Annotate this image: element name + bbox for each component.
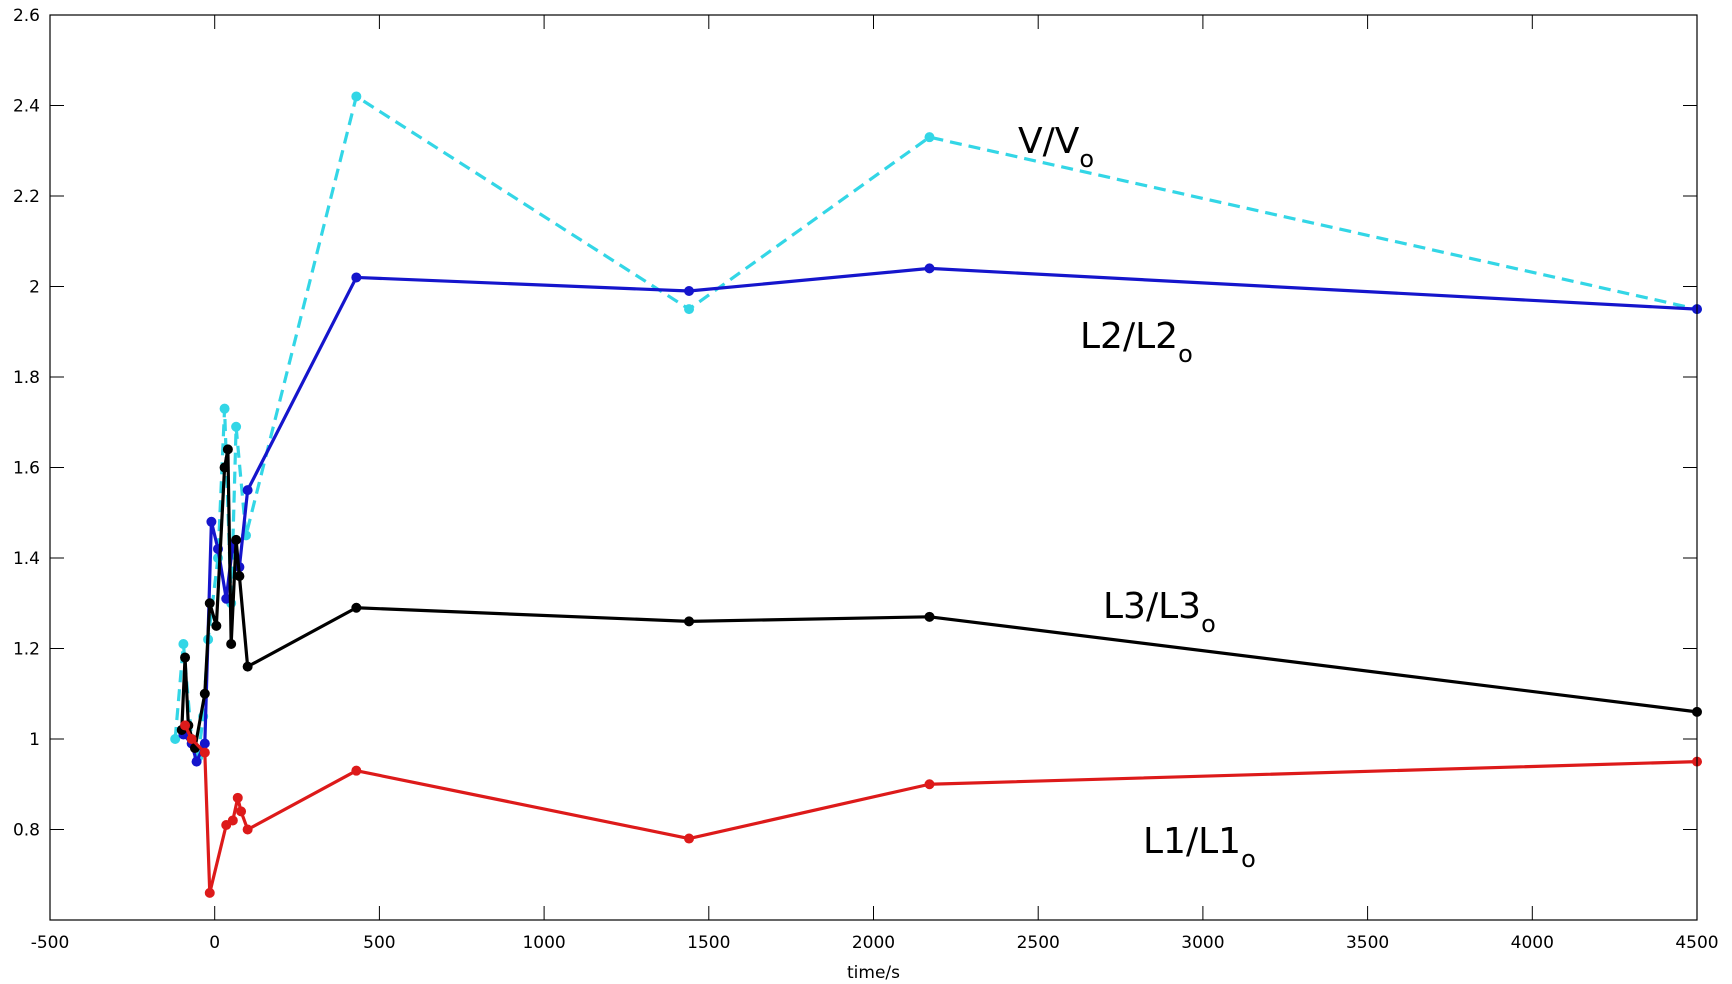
x-tick-label: 3500 (1346, 933, 1389, 953)
x-tick-label: 4500 (1675, 933, 1718, 953)
data-point (924, 132, 935, 143)
series-annotation-sub: o (1201, 610, 1216, 638)
data-point (351, 602, 362, 613)
data-point (199, 688, 210, 699)
series-annotation-main: L3/L3 (1103, 586, 1201, 627)
series-annotation-main: L2/L2 (1080, 316, 1178, 357)
x-tick-label: 1000 (522, 933, 565, 953)
data-point (191, 756, 202, 767)
y-tick-label: 2 (29, 278, 40, 298)
data-point (684, 616, 695, 627)
data-point (234, 571, 245, 582)
data-point (351, 91, 362, 102)
data-point (242, 824, 253, 835)
series-layer (170, 91, 1702, 898)
y-tick-label: 2.4 (13, 97, 40, 117)
x-tick-label: 3000 (1181, 933, 1224, 953)
y-tick-label: 2.6 (13, 6, 40, 26)
data-point (180, 720, 191, 731)
series-annotation-main: L1/L1 (1143, 821, 1241, 862)
data-point (199, 747, 210, 758)
x-tick-label: 0 (209, 933, 220, 953)
y-tick-label: 2.2 (13, 187, 40, 207)
data-point (206, 516, 217, 527)
data-point (222, 444, 233, 455)
series-annotation: V/Vo (1018, 121, 1094, 173)
series-annotation: L1/L1o (1143, 821, 1256, 873)
data-point (227, 815, 238, 826)
x-tick-label: 500 (363, 933, 395, 953)
data-point (236, 806, 247, 817)
data-point (204, 887, 215, 898)
data-point (226, 638, 237, 649)
series-annotation: L3/L3o (1103, 586, 1216, 638)
data-point (199, 738, 210, 749)
series-4 (180, 720, 1702, 898)
data-point (219, 403, 230, 414)
series-annotation-sub: o (1178, 340, 1193, 368)
y-tick-label: 1.2 (13, 640, 40, 660)
data-point (186, 734, 197, 744)
data-point (684, 286, 695, 297)
data-point (924, 611, 935, 622)
series-annotation-sub: o (1241, 845, 1256, 873)
data-point (180, 652, 191, 663)
data-point (351, 765, 362, 776)
series-annotation-main: V/V (1018, 121, 1080, 162)
data-point (219, 462, 230, 473)
data-point (242, 661, 253, 672)
data-point (232, 792, 243, 803)
y-tick-label: 1.6 (13, 459, 40, 479)
data-point (178, 638, 189, 649)
y-tick-label: 1.8 (13, 368, 40, 388)
x-tick-label: 1500 (687, 933, 730, 953)
y-tick-label: 1.4 (13, 549, 40, 569)
data-point (684, 304, 695, 315)
x-tick-label: 4000 (1511, 933, 1554, 953)
x-axis-label: time/s (847, 963, 900, 983)
data-point (211, 620, 222, 631)
data-point (924, 779, 935, 790)
x-tick-label: 2000 (852, 933, 895, 953)
data-point (170, 734, 181, 744)
y-tick-label: 1 (29, 730, 40, 750)
x-tick-label: 2500 (1017, 933, 1060, 953)
series-annotation-sub: o (1079, 145, 1094, 173)
data-point (684, 833, 695, 844)
data-point (351, 272, 362, 283)
data-point (924, 263, 935, 274)
data-point (242, 485, 253, 496)
data-point (204, 598, 215, 609)
x-tick-label: -500 (31, 933, 70, 953)
series-annotation: L2/L2o (1080, 316, 1193, 368)
data-point (231, 534, 242, 545)
data-point (231, 421, 242, 432)
y-tick-label: 0.8 (13, 821, 40, 841)
tick-layer: -500 0 500 1000 1500 2000 2500 3000 3500 4000 4500… (13, 6, 1719, 953)
